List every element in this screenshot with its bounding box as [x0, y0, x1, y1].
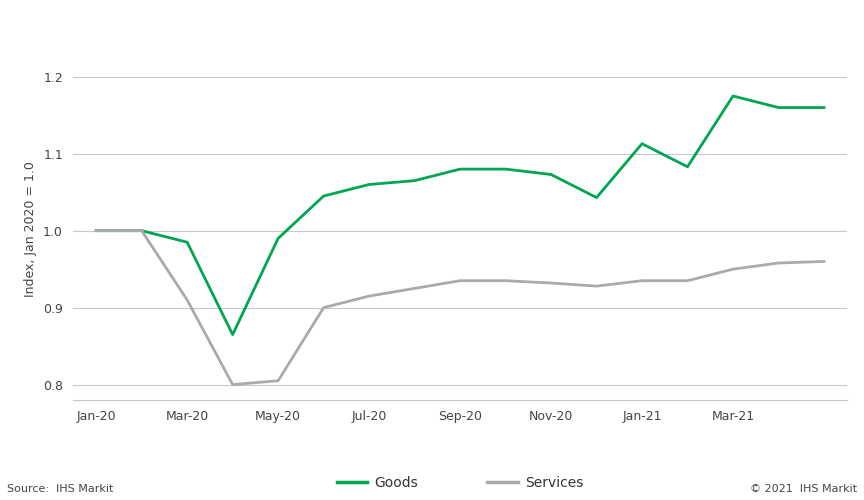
Text: Real consumer spending on goods had recovered by June 2020: Real consumer spending on goods had reco… [10, 16, 580, 32]
Y-axis label: Index, Jan 2020 = 1.0: Index, Jan 2020 = 1.0 [24, 161, 37, 296]
Text: Source:  IHS Markit: Source: IHS Markit [7, 484, 113, 494]
Legend: Goods, Services: Goods, Services [331, 470, 589, 496]
Text: © 2021  IHS Markit: © 2021 IHS Markit [750, 484, 857, 494]
